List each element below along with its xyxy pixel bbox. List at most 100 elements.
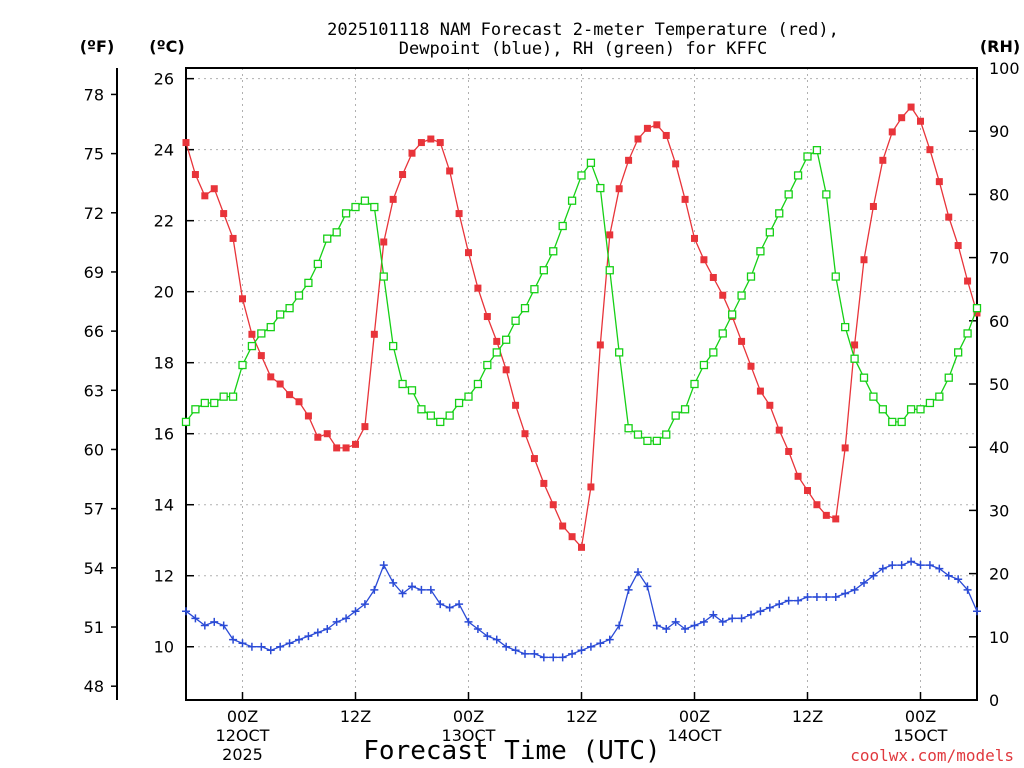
dewpoint-point [483,632,492,641]
rh-unit-label: (RH) [980,37,1020,56]
temperature-point [399,171,407,179]
dewpoint-point [530,649,539,658]
dewpoint-point [492,635,501,644]
x-tick-label: 14OCT [668,726,722,745]
relative-humidity-point [662,430,671,439]
relative-humidity-point [511,316,520,325]
dewpoint-point [464,617,473,626]
rh-tick-label: 30 [989,501,1009,520]
temperature-point [512,401,520,409]
dewpoint-point [737,614,746,623]
temperature-point [578,543,585,551]
temperature-point [747,362,755,370]
rh-tick-label: 10 [989,628,1009,647]
relative-humidity-point [407,386,417,395]
rh-tick-label: 80 [989,185,1009,204]
celsius-tick-label: 20 [154,283,174,302]
temperature-point [483,313,491,321]
relative-humidity-point [784,190,793,199]
dewpoint-point [869,571,878,580]
relative-humidity-point [238,360,247,370]
dewpoint-point [860,578,868,587]
dewpoint-point [238,639,247,648]
temperature-point [719,291,727,299]
relative-humidity-point [473,379,483,389]
relative-humidity-point [332,228,341,237]
celsius-tick-label: 12 [154,567,174,586]
temperature-point [191,171,199,179]
relative-humidity-point [398,379,407,389]
relative-humidity-point [228,392,238,401]
relative-humidity-point [454,398,464,408]
chart-title-line2: Dewpoint (blue), RH (green) for KFFC [399,39,767,59]
dewpoint-point [417,585,426,594]
dewpoint-point [747,610,755,619]
dewpoint-point [615,621,624,630]
relative-humidity-point [445,411,454,420]
rh-tick-label: 40 [989,438,1009,457]
relative-humidity-point [859,373,869,382]
temperature-point [248,330,256,338]
relative-humidity-point [200,398,209,408]
relative-humidity-point [483,360,492,370]
temperature-point [361,423,369,431]
rh-tick-label: 50 [989,375,1009,394]
dewpoint-point [634,568,642,577]
dewpoint-point [577,646,586,655]
temperature-point [465,249,472,257]
rh-tick-label: 20 [989,565,1009,584]
dewpoint-point [916,561,925,570]
dewpoint-point [426,585,435,594]
temperature-point [681,195,689,203]
temperature-point [709,273,717,281]
dewpoint-point [219,621,228,630]
temperature-point [257,352,265,360]
dewpoint-point [935,564,944,573]
temperature-point [907,103,915,111]
relative-humidity-point [370,202,379,212]
x-tick-label: 2025 [222,745,263,764]
relative-humidity-point [680,405,690,414]
temperature-point [926,146,934,154]
x-tick-label: 00Z [227,707,258,726]
x-tick-label: 00Z [453,707,484,726]
dewpoint-point [285,639,294,648]
relative-humidity-point [389,341,398,351]
temperature-point [304,412,312,420]
temperature-point [841,444,849,452]
dewpoint-point [822,593,831,602]
x-tick-label: 12Z [340,707,371,726]
temperature-point [389,195,397,203]
relative-humidity-point [520,304,530,313]
dewpoint-point [718,617,727,626]
relative-humidity-point [341,209,351,218]
dewpoint-point [266,646,275,655]
dewpoint-point [210,617,219,626]
temperature-point [625,156,633,164]
relative-humidity-point [276,310,285,319]
fahrenheit-tick-label: 78 [84,85,104,104]
dewpoint-point [624,585,633,594]
dewpoint-point [304,632,313,641]
temperature-point [568,533,576,541]
temperature-point [427,135,435,143]
relative-humidity-point [765,228,774,237]
dewpoint-point [907,557,916,566]
fahrenheit-tick-label: 57 [84,500,104,519]
temperature-point [295,398,303,406]
celsius-unit-label: (ºC) [149,37,184,56]
relative-humidity-point [775,209,784,218]
dewpoint-point [370,585,379,594]
dewpoint-point [379,561,388,570]
temperature-point [229,234,237,242]
celsius-tick-label: 10 [154,638,174,657]
temperature-point [945,213,953,221]
temperature-point [662,131,670,139]
temperature-point [276,380,284,388]
dewpoint-point [502,642,511,651]
temperature-point [973,309,981,317]
temperature-point [267,373,275,381]
dewpoint-point [408,582,416,591]
dewpoint-point [897,561,906,570]
